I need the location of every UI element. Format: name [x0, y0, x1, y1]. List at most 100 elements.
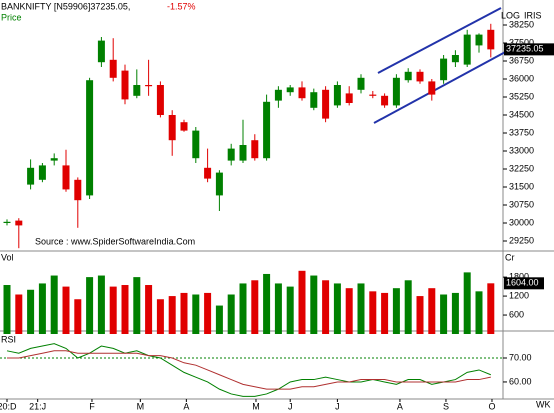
candle-body	[263, 101, 271, 159]
y-tick-label: 36000	[509, 73, 534, 83]
volume-bar	[333, 283, 341, 334]
volume-bar	[121, 285, 129, 334]
rsi-line	[6, 343, 491, 397]
candle-body	[109, 59, 117, 78]
y-tick-label: 30000	[509, 217, 534, 227]
candle-body	[274, 89, 282, 101]
candle-body	[86, 80, 94, 196]
candle-body	[133, 85, 141, 96]
candle-body	[180, 122, 188, 131]
candle-body	[286, 87, 294, 93]
x-tick-label: M	[137, 401, 145, 411]
volume-bar	[38, 283, 46, 334]
candle-body	[345, 93, 353, 104]
y-tick-label: 33000	[509, 145, 534, 155]
candle-body	[3, 221, 11, 224]
source: Source : www.SpiderSoftwareIndia.Com	[35, 236, 195, 246]
x-tick-label: A	[183, 401, 189, 411]
candle-body	[251, 140, 259, 159]
y-tick-label: 1200	[509, 290, 529, 300]
volume-bar	[168, 296, 176, 334]
volume-bar	[109, 286, 117, 334]
candle-body	[298, 87, 306, 99]
panel-title: RSI	[1, 334, 16, 344]
last-volume: 1604.00	[506, 278, 539, 288]
candle-body	[97, 40, 105, 63]
candle-body	[487, 29, 495, 50]
price-change: -1.57%	[167, 1, 196, 11]
candle-body	[392, 77, 400, 106]
volume-bar	[310, 275, 318, 334]
candle-body	[322, 89, 330, 119]
volume-bar	[381, 292, 389, 334]
y-tick-label: 600	[509, 309, 524, 319]
y-tick-label: 36750	[509, 55, 534, 65]
x-tick-label: F	[89, 401, 95, 411]
y-tick-label: 33750	[509, 127, 534, 137]
volume-bar	[145, 285, 153, 334]
scale-label: LOG	[501, 10, 520, 20]
volume-bar	[274, 283, 282, 334]
candle-body	[416, 71, 424, 82]
volume-bar	[298, 270, 306, 334]
candle-body	[156, 85, 164, 116]
volume-bar	[428, 288, 436, 334]
candle-body	[145, 85, 153, 87]
candle-body	[475, 34, 483, 46]
candle-body	[168, 115, 176, 141]
volume-bar	[15, 294, 23, 334]
panel-title: Vol	[1, 252, 14, 262]
y-tick-label: 60.00	[509, 376, 532, 386]
volume-bar	[74, 299, 82, 334]
candle-body	[15, 220, 23, 226]
volume-bar	[286, 286, 294, 334]
candle-body	[74, 179, 82, 201]
volume-bar	[133, 277, 141, 334]
candle-body	[440, 58, 448, 81]
volume-bar	[62, 286, 70, 334]
volume-bar	[322, 280, 330, 334]
y-tick-label: 35250	[509, 91, 534, 101]
candle-body	[369, 94, 377, 96]
y-tick-label: 1800	[509, 271, 529, 281]
x-tick-label: J	[288, 401, 293, 411]
x-tick-label: M	[252, 401, 260, 411]
x-tick-label: 20:D	[0, 401, 17, 411]
volume-bar	[369, 291, 377, 334]
volume-bar	[404, 280, 412, 334]
candle-body	[121, 70, 129, 100]
candle-body	[227, 148, 235, 161]
volume-bar	[251, 280, 259, 334]
candle-body	[463, 34, 471, 65]
volume-bar	[27, 289, 35, 334]
trend-line	[373, 49, 510, 124]
chart-title: BANKNIFTY [N59906]37235.05,	[1, 1, 130, 11]
candle-body	[333, 85, 341, 106]
volume-bar	[440, 294, 448, 334]
candle-body	[428, 81, 436, 95]
volume-bar	[416, 296, 424, 334]
unit-label: Cr	[505, 252, 515, 262]
candle-body	[404, 71, 412, 81]
candle-body	[451, 55, 459, 63]
x-tick-label: J	[335, 401, 340, 411]
volume-bar	[86, 277, 94, 334]
volume-bar	[180, 292, 188, 334]
volume-bar	[263, 273, 271, 334]
volume-bar	[192, 294, 200, 334]
x-tick-label: 21:J	[29, 401, 46, 411]
volume-bar	[204, 292, 212, 334]
candle-body	[310, 92, 318, 108]
candle-body	[38, 165, 46, 180]
y-tick-label: 31500	[509, 181, 534, 191]
volume-bar	[475, 291, 483, 334]
volume-bar	[239, 283, 247, 334]
volume-bar	[50, 275, 58, 334]
candle-body	[239, 145, 247, 161]
trend-line	[377, 7, 502, 74]
last-price-box	[504, 43, 554, 56]
volume-bar	[3, 285, 11, 334]
x-unit: WK	[536, 399, 551, 409]
candle-body	[62, 165, 70, 190]
